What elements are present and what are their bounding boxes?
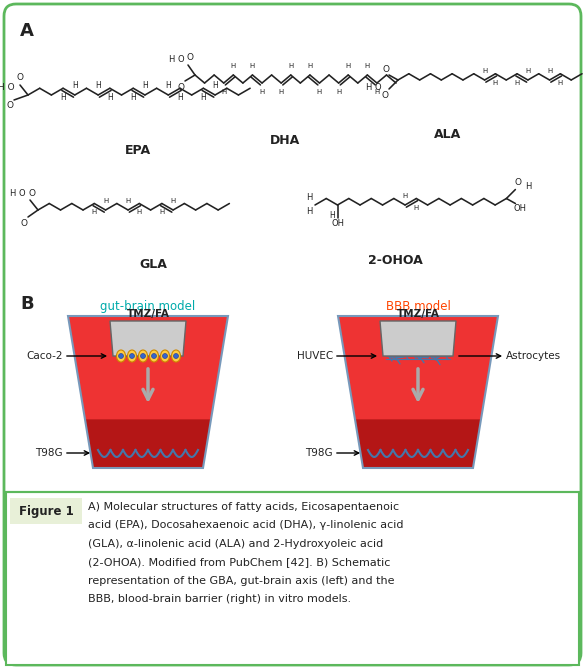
Text: A) Molecular structures of fatty acids, Eicosapentaenoic: A) Molecular structures of fatty acids, … xyxy=(88,502,399,512)
Text: H O: H O xyxy=(10,189,26,197)
Text: (2-OHOA). Modified from PubChem [42]. B) Schematic: (2-OHOA). Modified from PubChem [42]. B)… xyxy=(88,557,390,567)
Text: H: H xyxy=(336,89,341,95)
Text: H: H xyxy=(137,209,142,215)
Text: gut-brain model: gut-brain model xyxy=(101,300,195,313)
Text: Astrocytes: Astrocytes xyxy=(506,351,561,361)
Text: OH: OH xyxy=(514,204,527,213)
Text: BBB, blood-brain barrier (right) in vitro models.: BBB, blood-brain barrier (right) in vitr… xyxy=(88,595,351,605)
Text: H: H xyxy=(278,89,284,95)
Text: H: H xyxy=(92,209,97,215)
Ellipse shape xyxy=(139,350,147,362)
Text: H: H xyxy=(259,89,264,95)
Text: H: H xyxy=(159,209,164,215)
Text: A: A xyxy=(20,22,34,40)
Text: O: O xyxy=(16,72,23,82)
Text: H: H xyxy=(201,93,207,102)
Text: H: H xyxy=(493,80,498,86)
Text: T98G: T98G xyxy=(35,448,63,458)
Text: H: H xyxy=(525,182,532,191)
Text: TMZ/FA: TMZ/FA xyxy=(126,309,170,319)
Text: H: H xyxy=(250,63,255,69)
Text: H: H xyxy=(374,89,380,95)
Text: H: H xyxy=(95,82,101,90)
Circle shape xyxy=(119,353,123,359)
Text: H: H xyxy=(317,89,322,95)
Ellipse shape xyxy=(128,350,136,362)
Text: H: H xyxy=(72,82,78,90)
Text: H: H xyxy=(346,63,351,69)
Polygon shape xyxy=(85,419,211,468)
Text: H: H xyxy=(307,63,312,69)
Text: T98G: T98G xyxy=(305,448,333,458)
Text: HUVEC: HUVEC xyxy=(297,351,333,361)
Text: O: O xyxy=(381,92,388,100)
Text: H: H xyxy=(166,82,171,90)
Circle shape xyxy=(163,353,167,359)
Circle shape xyxy=(152,353,157,359)
Text: H: H xyxy=(212,82,218,90)
Text: H: H xyxy=(125,198,130,204)
Text: H: H xyxy=(177,93,183,102)
Text: O: O xyxy=(515,178,522,187)
Text: EPA: EPA xyxy=(125,143,151,157)
Text: H: H xyxy=(107,93,113,102)
Circle shape xyxy=(129,353,135,359)
Ellipse shape xyxy=(171,350,181,362)
Circle shape xyxy=(140,353,146,359)
Text: O: O xyxy=(383,64,390,74)
Text: B: B xyxy=(20,295,33,313)
Text: H: H xyxy=(558,80,563,86)
Text: OH: OH xyxy=(331,219,344,229)
FancyBboxPatch shape xyxy=(4,4,581,665)
Text: Figure 1: Figure 1 xyxy=(19,504,73,518)
Polygon shape xyxy=(110,321,186,356)
Circle shape xyxy=(174,353,178,359)
Polygon shape xyxy=(355,419,481,468)
Text: H: H xyxy=(414,205,419,211)
Ellipse shape xyxy=(160,350,170,362)
Text: Caco-2: Caco-2 xyxy=(26,351,63,361)
Text: H: H xyxy=(306,193,312,203)
Polygon shape xyxy=(380,321,456,356)
Text: TMZ/FA: TMZ/FA xyxy=(397,309,439,319)
Text: H: H xyxy=(514,80,519,86)
Text: ALA: ALA xyxy=(435,128,462,142)
Text: H: H xyxy=(60,93,66,102)
Text: O: O xyxy=(177,82,184,92)
Text: representation of the GBA, gut-brain axis (left) and the: representation of the GBA, gut-brain axi… xyxy=(88,576,394,586)
Text: H: H xyxy=(306,207,312,217)
Ellipse shape xyxy=(150,350,159,362)
Text: H: H xyxy=(288,63,294,69)
Polygon shape xyxy=(68,316,228,468)
Text: H: H xyxy=(482,68,487,74)
Text: O: O xyxy=(6,100,13,110)
Text: acid (EPA), Docosahexaenoic acid (DHA), γ-linolenic acid: acid (EPA), Docosahexaenoic acid (DHA), … xyxy=(88,520,404,531)
Text: H: H xyxy=(525,68,531,74)
Ellipse shape xyxy=(116,350,126,362)
Text: H: H xyxy=(170,198,176,204)
Text: H O: H O xyxy=(0,82,14,92)
Text: DHA: DHA xyxy=(270,134,300,147)
Text: 2-OHOA: 2-OHOA xyxy=(367,254,422,266)
Text: H: H xyxy=(402,193,408,199)
Text: H: H xyxy=(364,63,370,69)
Text: H: H xyxy=(130,93,136,102)
Text: H: H xyxy=(221,89,226,95)
FancyBboxPatch shape xyxy=(6,492,579,665)
Text: H: H xyxy=(142,82,148,90)
Text: (GLA), α-linolenic acid (ALA) and 2-Hydroxyoleic acid: (GLA), α-linolenic acid (ALA) and 2-Hydr… xyxy=(88,539,383,549)
Text: O: O xyxy=(187,54,194,62)
Text: O: O xyxy=(20,219,27,227)
Text: GLA: GLA xyxy=(139,258,167,272)
Text: H: H xyxy=(329,211,335,221)
Text: H: H xyxy=(230,63,236,69)
Text: H: H xyxy=(103,198,108,204)
Polygon shape xyxy=(338,316,498,468)
Text: O: O xyxy=(29,189,36,197)
Text: H O: H O xyxy=(169,56,185,64)
FancyBboxPatch shape xyxy=(10,498,82,524)
Text: BBB model: BBB model xyxy=(386,300,450,313)
Text: H O: H O xyxy=(366,84,382,92)
Text: H: H xyxy=(547,68,552,74)
